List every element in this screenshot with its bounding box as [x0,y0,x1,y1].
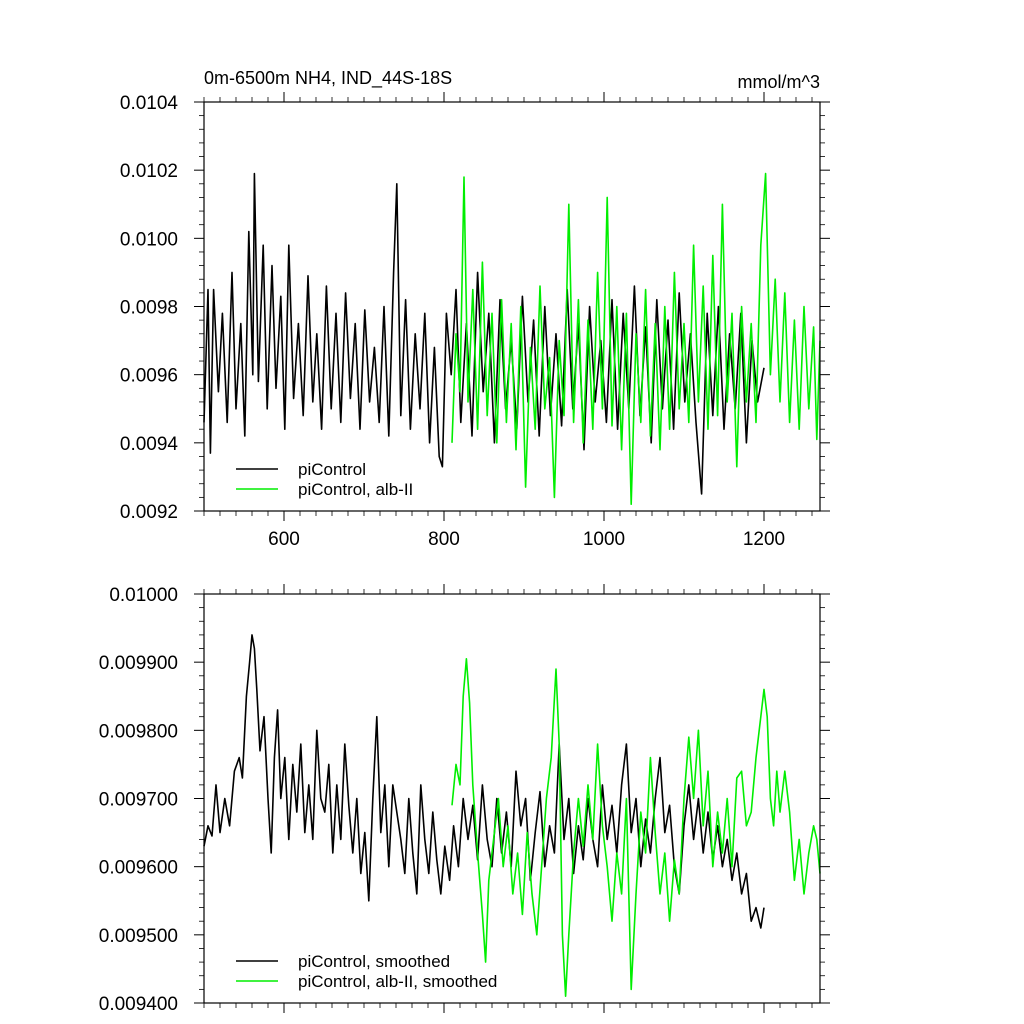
legend-label-0-1: piControl, alb-II [298,480,413,499]
y-tick-label-1-4: 0.009800 [99,721,178,742]
top-panel-title: 0m-6500m NH4, IND_44S-18S [204,68,452,89]
bottom-panel: 0.009400 0.009500 0.009600 0.009700 0.009800… [99,584,830,1015]
legend-label-0-0: piControl [298,460,366,479]
y-tick-label-1-6: 0.01000 [109,585,178,606]
series-line-0-0 [203,172,765,495]
y-tick-label-1-1: 0.009500 [99,926,178,947]
legend-label-1-0: piControl, smoothed [298,952,450,971]
series-line-1-0 [203,634,765,929]
top-panel: 0m-6500m NH4, IND_44S-18S mmol/m^3 600 80… [120,68,830,550]
legend-label-1-1: piControl, alb-II, smoothed [298,972,497,991]
x-tick-label-0-1: 800 [428,529,460,550]
series-line-0-1 [451,172,821,506]
bottom-plot-area: 0.009400 0.009500 0.009600 0.009700 0.009800… [99,584,830,1015]
y-tick-label-0-6: 0.0104 [120,93,179,114]
x-tick-label-0-3: 1200 [743,529,785,550]
x-tick-label-0-0: 600 [268,529,300,550]
x-tick-label-0-2: 1000 [583,529,625,550]
y-tick-label-0-5: 0.0102 [120,161,178,182]
plot-frame-0 [203,101,821,512]
series-line-1-1 [451,657,821,998]
top-plot-area: 600 800 1000 1200 0.0092 0.0094 0.0096 0.0098 0.… [120,92,830,550]
y-tick-label-0-0: 0.0092 [120,502,178,523]
y-tick-label-0-3: 0.0098 [120,298,178,319]
y-tick-label-0-4: 0.0100 [120,229,178,250]
y-tick-label-0-2: 0.0096 [120,366,178,387]
y-tick-label-1-3: 0.009700 [99,790,178,811]
top-panel-units: mmol/m^3 [738,72,820,92]
y-tick-label-0-1: 0.0094 [120,434,179,455]
y-tick-label-1-5: 0.009900 [99,653,178,674]
y-tick-label-1-0: 0.009400 [99,994,178,1015]
y-tick-label-1-2: 0.009600 [99,858,178,879]
